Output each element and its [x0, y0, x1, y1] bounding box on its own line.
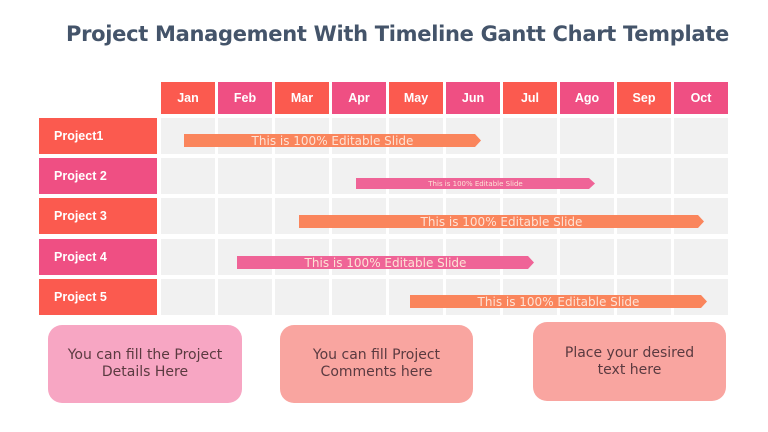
month-oct: Oct: [674, 82, 728, 114]
gantt-bar-project-4[interactable]: This is 100% Editable Slide: [237, 256, 534, 269]
month-mar: Mar: [275, 82, 329, 114]
grid-cell: [560, 239, 614, 275]
month-feb: Feb: [218, 82, 272, 114]
page-title: Project Management With Timeline Gantt C…: [66, 22, 729, 46]
month-may: May: [389, 82, 443, 114]
month-sep: Sep: [617, 82, 671, 114]
month-apr: Apr: [332, 82, 386, 114]
project-label-3: Project 3: [39, 198, 157, 234]
grid-cell: [161, 279, 215, 315]
month-jul: Jul: [503, 82, 557, 114]
grid-cell: [161, 239, 215, 275]
grid-cell: [218, 158, 272, 194]
grid-cell: [275, 279, 329, 315]
gantt-bar-project-1[interactable]: This is 100% Editable Slide: [184, 134, 481, 147]
grid-cell: [161, 198, 215, 234]
note-desired-text[interactable]: Place your desired text here: [533, 322, 726, 401]
grid-cell: [617, 118, 671, 154]
gantt-bar-project-5[interactable]: This is 100% Editable Slide: [410, 295, 707, 308]
gantt-bar-project-3[interactable]: This is 100% Editable Slide: [299, 215, 704, 228]
month-jun: Jun: [446, 82, 500, 114]
gantt-bar-project-2[interactable]: This is 100% Editable Slide: [356, 178, 595, 189]
grid-cell: [218, 279, 272, 315]
grid-cell: [674, 158, 728, 194]
grid-cell: [332, 279, 386, 315]
grid-cell: [560, 118, 614, 154]
note-project-details[interactable]: You can fill the Project Details Here: [48, 325, 242, 403]
month-jan: Jan: [161, 82, 215, 114]
grid-cell: [503, 118, 557, 154]
grid-cell: [617, 239, 671, 275]
grid-cell: [275, 158, 329, 194]
grid-cell: [161, 158, 215, 194]
project-label-1: Project1: [39, 118, 157, 154]
project-label-5: Project 5: [39, 279, 157, 315]
note-project-comments[interactable]: You can fill Project Comments here: [280, 325, 473, 403]
grid-cell: [617, 158, 671, 194]
grid-cell: [674, 118, 728, 154]
month-ago: Ago: [560, 82, 614, 114]
project-label-4: Project 4: [39, 239, 157, 275]
grid-cell: [218, 198, 272, 234]
grid-cell: [674, 239, 728, 275]
project-label-2: Project 2: [39, 158, 157, 194]
